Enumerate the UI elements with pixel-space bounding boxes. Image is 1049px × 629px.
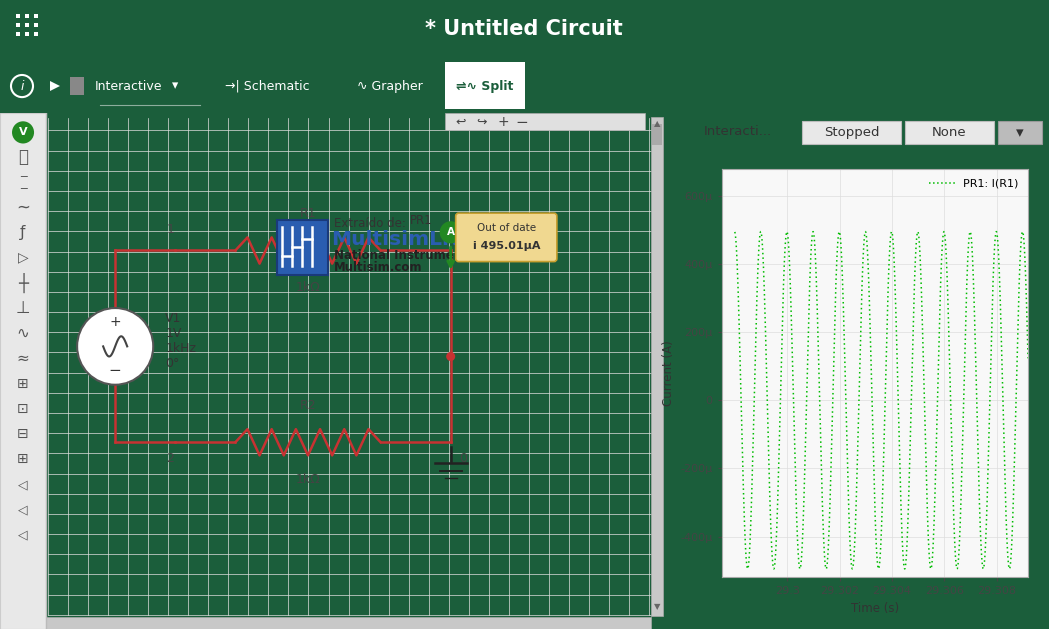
Text: ∿: ∿ bbox=[17, 326, 29, 341]
Text: 1kΩ: 1kΩ bbox=[296, 472, 320, 486]
PR1: I(R1): (29.3, -0.000337): I(R1): (29.3, -0.000337) bbox=[947, 511, 960, 519]
X-axis label: Time (s): Time (s) bbox=[851, 602, 899, 615]
Text: ▼: ▼ bbox=[654, 603, 660, 611]
Text: * Untitled Circuit: * Untitled Circuit bbox=[425, 19, 623, 39]
Text: i 495.01μA: i 495.01μA bbox=[472, 242, 540, 252]
Text: ◁: ◁ bbox=[18, 528, 28, 542]
Bar bbox=[445, 113, 645, 130]
Text: −: − bbox=[109, 363, 122, 378]
Text: ⊡: ⊡ bbox=[17, 402, 29, 416]
Legend: PR1: I(R1): PR1: I(R1) bbox=[925, 174, 1023, 193]
PR1: I(R1): (29.3, -0.000128): I(R1): (29.3, -0.000128) bbox=[840, 440, 853, 447]
Text: ⊞: ⊞ bbox=[17, 452, 29, 467]
Text: ƒ: ƒ bbox=[20, 225, 26, 240]
Text: +: + bbox=[109, 315, 121, 329]
PR1: I(R1): (29.3, 9.13e-05): I(R1): (29.3, 9.13e-05) bbox=[969, 365, 982, 373]
PR1: I(R1): (29.3, -0.000495): I(R1): (29.3, -0.000495) bbox=[768, 565, 780, 572]
PR1: I(R1): (29.3, 0.000123): I(R1): (29.3, 0.000123) bbox=[1022, 355, 1034, 362]
Text: ─
─: ─ ─ bbox=[20, 171, 26, 192]
Text: Out of date: Out of date bbox=[476, 223, 536, 233]
Bar bbox=[70, 77, 84, 95]
Text: V: V bbox=[19, 128, 27, 137]
Line: PR1: I(R1): PR1: I(R1) bbox=[734, 231, 1028, 569]
Text: Stopped: Stopped bbox=[823, 126, 879, 139]
Text: 1kHz: 1kHz bbox=[166, 342, 196, 355]
Text: 1: 1 bbox=[167, 223, 174, 237]
Text: ▾: ▾ bbox=[1015, 125, 1023, 140]
Text: 0°: 0° bbox=[166, 357, 179, 370]
Text: ▲: ▲ bbox=[654, 119, 660, 128]
Text: −: − bbox=[515, 115, 529, 130]
Circle shape bbox=[12, 121, 34, 143]
FancyBboxPatch shape bbox=[277, 220, 327, 275]
Text: +: + bbox=[498, 115, 510, 130]
Text: ▾: ▾ bbox=[172, 79, 178, 92]
Bar bbox=[651, 117, 663, 616]
Text: R1: R1 bbox=[300, 207, 317, 220]
Text: R2: R2 bbox=[300, 399, 317, 412]
Text: 1V: 1V bbox=[166, 326, 181, 340]
Text: National Instrument: National Instrument bbox=[334, 249, 467, 262]
Text: Extraído de:: Extraído de: bbox=[334, 217, 405, 230]
Text: ≈: ≈ bbox=[17, 351, 29, 366]
Text: 0: 0 bbox=[458, 452, 467, 465]
Text: A: A bbox=[447, 227, 454, 237]
Text: None: None bbox=[932, 126, 966, 139]
Text: ↪: ↪ bbox=[476, 116, 487, 129]
Text: 1kΩ: 1kΩ bbox=[296, 281, 320, 294]
Text: i: i bbox=[20, 79, 24, 92]
FancyBboxPatch shape bbox=[445, 62, 524, 109]
Text: Interactive: Interactive bbox=[94, 79, 162, 92]
Text: Interacti...: Interacti... bbox=[704, 125, 772, 138]
Text: ⊞: ⊞ bbox=[17, 377, 29, 391]
Text: ◁: ◁ bbox=[18, 503, 28, 516]
Bar bbox=[46, 617, 651, 629]
PR1: I(R1): (29.3, 0.000495): I(R1): (29.3, 0.000495) bbox=[990, 228, 1003, 235]
Text: ◁: ◁ bbox=[18, 478, 28, 491]
Text: ⌕: ⌕ bbox=[18, 148, 28, 165]
Text: ⇌∿ Split: ⇌∿ Split bbox=[456, 79, 514, 92]
Circle shape bbox=[440, 221, 462, 243]
PR1: I(R1): (29.3, -6.48e-05): I(R1): (29.3, -6.48e-05) bbox=[904, 418, 917, 426]
Text: →| Schematic: →| Schematic bbox=[224, 79, 309, 92]
Bar bbox=[0, 113, 46, 629]
Text: ┼: ┼ bbox=[18, 273, 28, 293]
Text: ▷: ▷ bbox=[18, 250, 28, 265]
Text: PR1: PR1 bbox=[410, 214, 432, 226]
Bar bbox=[652, 125, 662, 145]
Text: MultisimLive: MultisimLive bbox=[331, 230, 476, 249]
FancyBboxPatch shape bbox=[802, 121, 901, 143]
Text: 2: 2 bbox=[167, 452, 174, 465]
FancyBboxPatch shape bbox=[905, 121, 993, 143]
Text: ~: ~ bbox=[16, 198, 30, 216]
PR1: I(R1): (29.3, 0.000474): I(R1): (29.3, 0.000474) bbox=[782, 235, 794, 243]
Circle shape bbox=[446, 352, 455, 361]
PR1: I(R1): (29.3, 0.000494): I(R1): (29.3, 0.000494) bbox=[728, 228, 741, 236]
Text: ⊟: ⊟ bbox=[17, 427, 29, 441]
Text: V1: V1 bbox=[166, 311, 181, 325]
Text: ⊥: ⊥ bbox=[16, 299, 30, 317]
PR1: I(R1): (29.3, -0.000141): I(R1): (29.3, -0.000141) bbox=[919, 445, 932, 452]
Text: ↩: ↩ bbox=[455, 116, 466, 129]
FancyBboxPatch shape bbox=[455, 213, 557, 262]
Text: ∿ Grapher: ∿ Grapher bbox=[357, 79, 423, 92]
FancyBboxPatch shape bbox=[998, 121, 1042, 143]
Y-axis label: Current (A): Current (A) bbox=[662, 340, 675, 406]
Circle shape bbox=[78, 308, 153, 385]
Text: Multisim.com: Multisim.com bbox=[334, 261, 422, 274]
